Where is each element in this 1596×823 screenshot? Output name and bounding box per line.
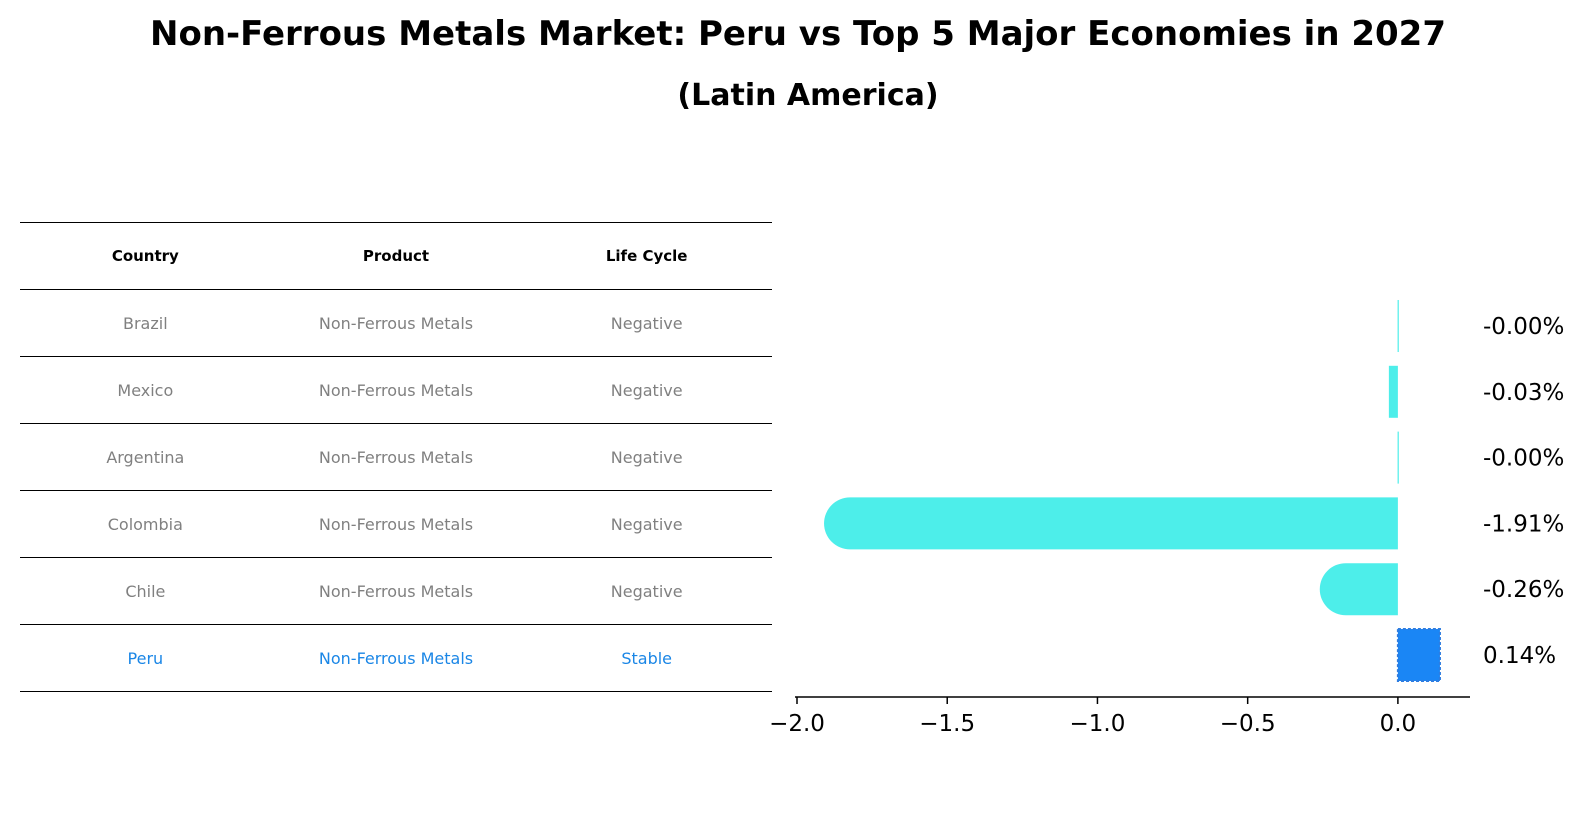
cell-product: Non-Ferrous Metals: [318, 380, 474, 400]
cell-product: Non-Ferrous Metals: [318, 447, 474, 467]
cell-product: Non-Ferrous Metals: [318, 313, 474, 333]
data-label-peru: 0.14%: [1483, 643, 1556, 669]
cell-product: Non-Ferrous Metals: [318, 514, 474, 534]
data-label-chile: -0.26%: [1483, 577, 1564, 603]
table-row-highlight: Peru Non-Ferrous Metals Stable: [20, 624, 772, 692]
cell-life-cycle: Negative: [610, 380, 683, 400]
header-product: Product: [362, 247, 430, 265]
cell-product: Non-Ferrous Metals: [318, 581, 474, 601]
cell-country: Peru: [127, 648, 164, 668]
table-row: Mexico Non-Ferrous Metals Negative: [20, 356, 772, 423]
table-header-row: Country Product Life Cycle: [20, 222, 772, 289]
chart-subtitle: (Latin America): [677, 78, 939, 113]
chart-title: Non-Ferrous Metals Market: Peru vs Top 5…: [150, 14, 1446, 54]
x-tick-label: −1.0: [1070, 711, 1126, 737]
cell-country: Argentina: [106, 447, 185, 467]
table-row: Brazil Non-Ferrous Metals Negative: [20, 289, 772, 356]
cell-life-cycle: Negative: [610, 514, 683, 534]
comparison-table: Country Product Life Cycle Brazil Non-Fe…: [20, 222, 772, 692]
cell-life-cycle: Stable: [621, 648, 673, 668]
data-label-argentina: -0.00%: [1483, 446, 1564, 472]
x-tick-label: −1.5: [919, 711, 975, 737]
bar-argentina: [1397, 431, 1399, 484]
cell-country: Mexico: [117, 380, 174, 400]
data-label-brazil: -0.00%: [1483, 314, 1564, 340]
cell-country: Chile: [125, 581, 166, 601]
header-life-cycle: Life Cycle: [605, 247, 688, 265]
cell-country: Brazil: [123, 313, 168, 333]
cell-life-cycle: Negative: [610, 313, 683, 333]
bar-peru: [1396, 628, 1441, 682]
data-label-mexico: -0.03%: [1483, 380, 1564, 406]
cell-product: Non-Ferrous Metals: [318, 648, 474, 668]
bar-colombia: [824, 497, 1398, 550]
bar-chile: [1319, 563, 1398, 616]
cell-life-cycle: Negative: [610, 447, 683, 467]
bar-mexico: [1388, 365, 1398, 418]
table-row: Chile Non-Ferrous Metals Negative: [20, 557, 772, 624]
x-tick-label: −0.5: [1220, 711, 1276, 737]
bar-brazil: [1397, 300, 1399, 352]
data-label-colombia: -1.91%: [1483, 511, 1564, 537]
cell-country: Colombia: [107, 514, 183, 534]
cell-life-cycle: Negative: [610, 581, 683, 601]
table-row: Argentina Non-Ferrous Metals Negative: [20, 423, 772, 490]
x-tick-label: 0.0: [1380, 711, 1417, 737]
x-tick-label: −2.0: [769, 711, 825, 737]
header-country: Country: [111, 247, 179, 265]
table-row: Colombia Non-Ferrous Metals Negative: [20, 490, 772, 557]
